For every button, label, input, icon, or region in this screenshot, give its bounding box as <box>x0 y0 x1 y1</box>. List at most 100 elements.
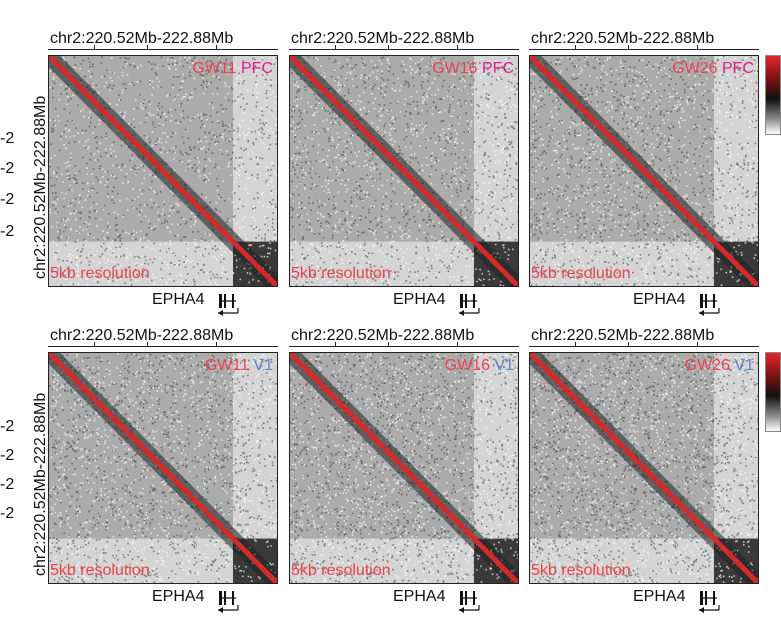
region-axis-tick <box>575 342 576 347</box>
panel-stage-label: GW16 V1 <box>445 357 514 375</box>
region-axis-tick <box>94 45 95 50</box>
stage-label: GW26 <box>684 357 735 374</box>
region-axis-tick <box>627 342 629 347</box>
region-label: chr2:220.52Mb-222.88Mb <box>531 327 715 344</box>
hic-heatmap-gw26-pfc: GW26 PFC 5kb resolution <box>529 55 759 287</box>
tissue-label: V1 <box>253 357 273 374</box>
panel-stage-label: GW16 PFC <box>432 60 514 78</box>
region-axis-tick <box>387 45 389 50</box>
left-tick-label: -2 <box>0 191 15 208</box>
colorbar <box>765 352 781 432</box>
gene-label: EPHA4 <box>152 291 205 308</box>
resolution-label: 5kb resolution <box>291 265 391 282</box>
panel-stage-label: GW26 PFC <box>672 60 754 78</box>
tissue-label: PFC <box>241 60 273 77</box>
heatmap-canvas <box>530 56 758 286</box>
region-axis-tick <box>146 45 148 50</box>
stage-label: GW26 <box>672 60 722 77</box>
stage-label: GW16 <box>432 60 482 77</box>
y-axis-label: chr2:220.52Mb-222.88Mb <box>32 95 49 279</box>
left-tick-label: -2 <box>0 418 15 435</box>
region-axis-tick <box>696 45 698 50</box>
gene-model-icon <box>699 294 720 316</box>
region-axis-tick <box>215 45 217 50</box>
tissue-label: V1 <box>494 357 514 374</box>
tad-domain <box>290 353 474 539</box>
region-axis-tick <box>456 342 458 347</box>
resolution-label: 5kb resolution <box>531 265 631 282</box>
left-tick-label: -2 <box>0 505 15 522</box>
contact-noise <box>49 56 277 286</box>
tissue-label: V1 <box>734 357 754 374</box>
heatmap-canvas <box>49 353 277 583</box>
panel-stage-label: GW11 V1 <box>205 357 273 375</box>
stage-label: GW16 <box>444 357 495 374</box>
region-label: chr2:220.52Mb-222.88Mb <box>291 30 475 47</box>
region-axis-line <box>289 346 519 347</box>
region-axis-tick <box>696 342 698 347</box>
hic-heatmap-gw11-v1: GW11 V1 5kb resolution <box>48 352 278 584</box>
left-tick-label: -2 <box>0 160 15 177</box>
heatmap-canvas <box>290 353 518 583</box>
hic-heatmap-gw16-v1: GW16 V1 5kb resolution <box>289 352 519 584</box>
contact-diagonal <box>530 353 758 583</box>
gene-model-icon <box>699 591 720 613</box>
panel-stage-label: GW26 V1 <box>685 357 754 375</box>
contact-diagonal <box>290 56 518 286</box>
panel-stage-label: GW11 PFC <box>192 60 273 78</box>
heatmap-canvas <box>49 56 277 286</box>
region-axis-line <box>48 346 278 347</box>
tissue-label: PFC <box>722 60 754 77</box>
gene-label: EPHA4 <box>393 291 446 308</box>
gene-label: EPHA4 <box>633 588 686 605</box>
hic-heatmap-gw16-pfc: GW16 PFC 5kb resolution <box>289 55 519 287</box>
region-axis-line <box>48 49 278 50</box>
region-label: chr2:220.52Mb-222.88Mb <box>291 327 475 344</box>
contact-diagonal <box>49 353 277 583</box>
region-label: chr2:220.52Mb-222.88Mb <box>531 30 715 47</box>
region-label: chr2:220.52Mb-222.88Mb <box>50 30 234 47</box>
contact-diagonal <box>530 56 758 286</box>
tad-domain <box>530 353 714 539</box>
region-axis-tick <box>335 342 336 347</box>
region-axis-tick <box>387 342 389 347</box>
contact-diagonal <box>49 56 277 286</box>
resolution-label: 5kb resolution <box>531 562 631 579</box>
region-axis-tick <box>575 45 576 50</box>
heatmap-canvas <box>530 353 758 583</box>
contact-diagonal <box>290 353 518 583</box>
left-tick-label: -2 <box>0 447 15 464</box>
gene-model-icon <box>459 591 480 613</box>
region-axis-tick <box>335 45 336 50</box>
region-axis-tick <box>627 45 629 50</box>
region-axis-line <box>289 49 519 50</box>
hic-heatmap-gw26-v1: GW26 V1 5kb resolution <box>529 352 759 584</box>
gene-label: EPHA4 <box>393 588 446 605</box>
region-axis-tick <box>456 45 458 50</box>
left-tick-label: -2 <box>0 223 15 240</box>
heatmap-canvas <box>290 56 518 286</box>
gene-model-icon <box>459 294 480 316</box>
left-tick-label: -2 <box>0 476 15 493</box>
tad-domain <box>49 353 233 539</box>
gene-model-icon <box>218 294 239 316</box>
region-axis-tick <box>215 342 217 347</box>
tissue-label: PFC <box>482 60 514 77</box>
gene-label: EPHA4 <box>152 588 205 605</box>
region-axis-line <box>529 49 759 50</box>
gene-label: EPHA4 <box>633 291 686 308</box>
region-axis-tick <box>94 342 95 347</box>
region-label: chr2:220.52Mb-222.88Mb <box>50 327 234 344</box>
resolution-label: 5kb resolution <box>50 265 150 282</box>
gene-model-icon <box>218 591 239 613</box>
left-tick-label: -2 <box>0 130 15 147</box>
region-axis-line <box>529 346 759 347</box>
hic-heatmap-gw11-pfc: GW11 PFC 5kb resolution <box>48 55 278 287</box>
stage-label: GW11 <box>192 60 241 77</box>
y-axis-label: chr2:220.52Mb-222.88Mb <box>32 392 49 576</box>
region-axis-tick <box>146 342 148 347</box>
stage-label: GW11 <box>204 357 254 374</box>
colorbar <box>765 55 781 135</box>
resolution-label: 5kb resolution <box>291 562 391 579</box>
resolution-label: 5kb resolution <box>50 562 150 579</box>
